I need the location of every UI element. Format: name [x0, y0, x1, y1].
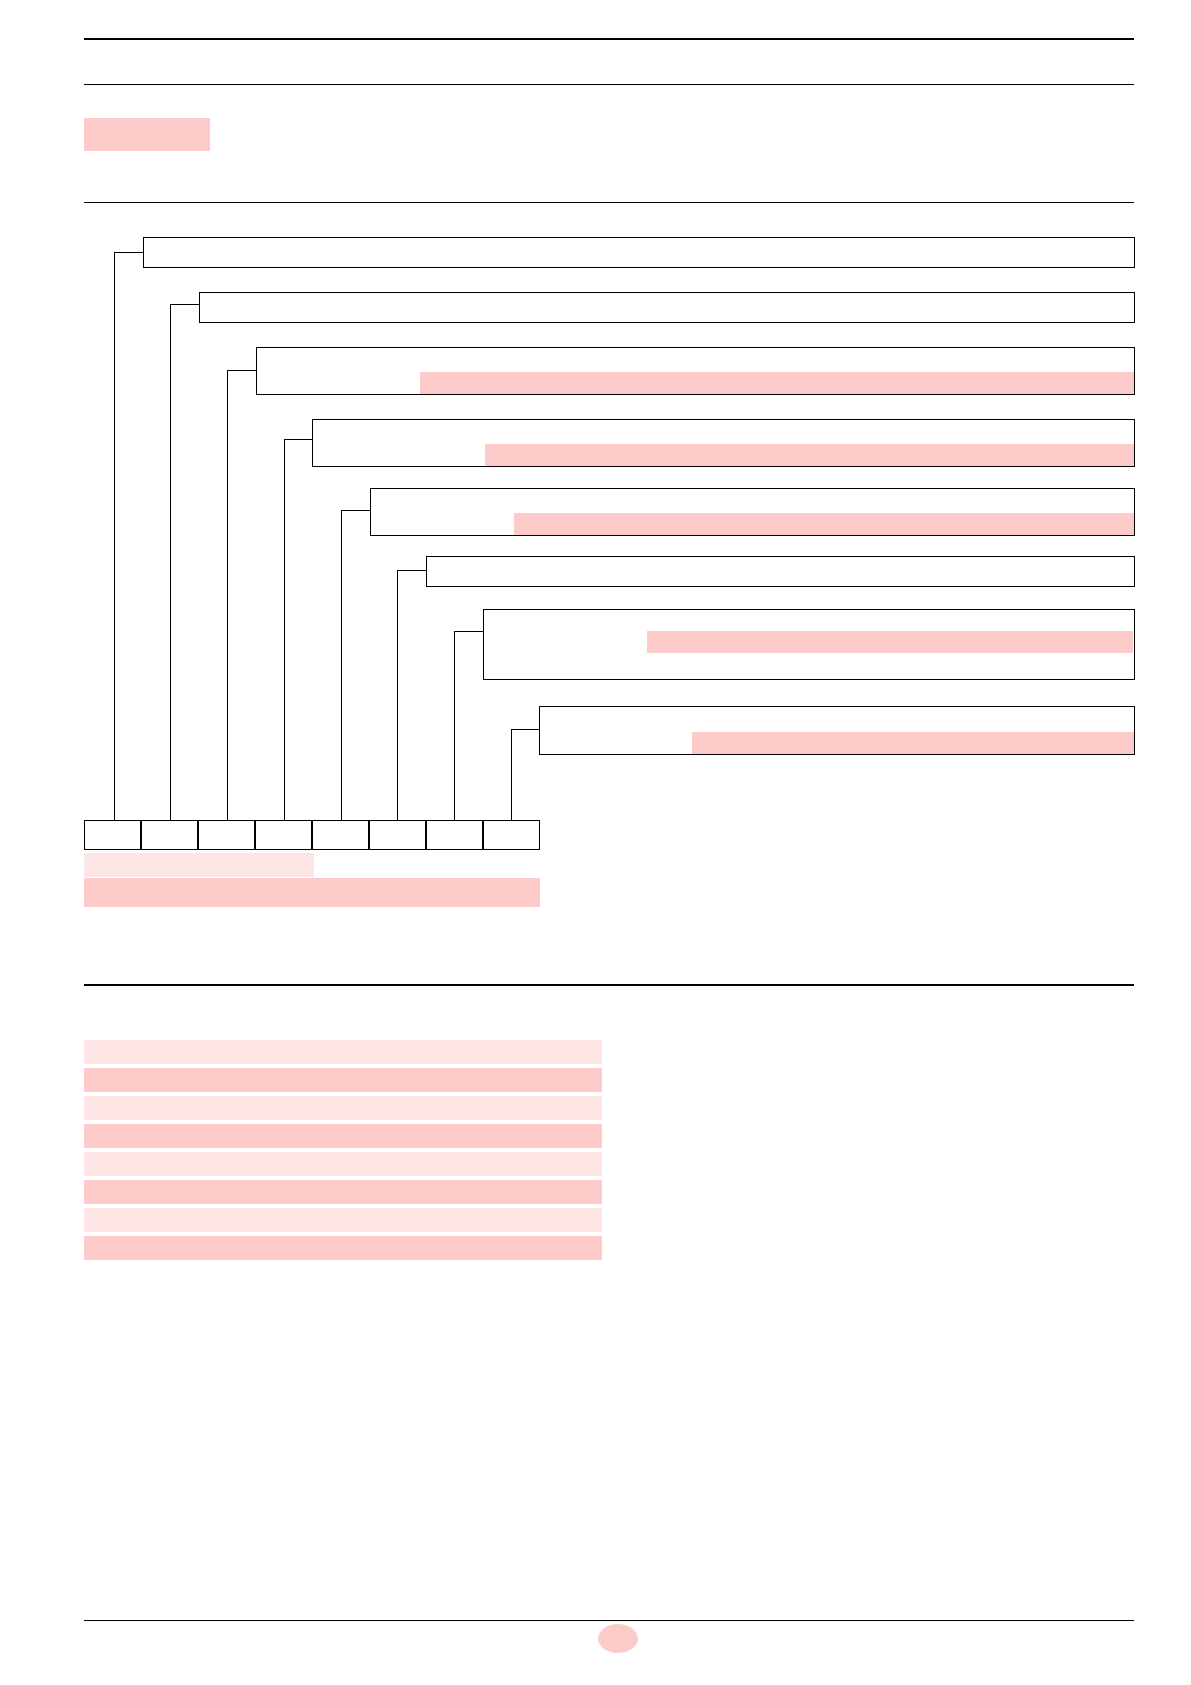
- table-cell: [84, 1236, 344, 1260]
- code-caption-long: [84, 878, 540, 907]
- table-cell: [340, 1124, 602, 1148]
- table-cell: [84, 1096, 344, 1120]
- table-rule: [84, 984, 1134, 986]
- code-cell-7: [426, 820, 483, 850]
- field-box-6: [426, 556, 1135, 587]
- table-cell: [84, 1124, 344, 1148]
- code-cell-3: [198, 820, 255, 850]
- connector-1: [114, 252, 144, 821]
- field-value-5: [514, 513, 1134, 535]
- code-cell-8: [483, 820, 540, 850]
- section-label: [84, 118, 210, 151]
- connector-3: [227, 370, 257, 821]
- top-rule: [84, 38, 1134, 40]
- field-value-8: [692, 732, 1134, 754]
- code-cell-4: [255, 820, 312, 850]
- connector-8: [511, 729, 540, 821]
- field-box-3: [256, 347, 1135, 395]
- table-cell: [84, 1152, 344, 1176]
- table-cell: [340, 1180, 602, 1204]
- connector-6: [397, 570, 427, 821]
- connector-5: [341, 510, 371, 821]
- field-value-3: [420, 372, 1134, 394]
- field-box-2: [199, 292, 1135, 323]
- table-cell: [84, 1180, 344, 1204]
- table-cell: [340, 1068, 602, 1092]
- field-box-4: [312, 419, 1135, 467]
- table-cell: [84, 1040, 344, 1064]
- table-cell: [340, 1208, 602, 1232]
- table-cell: [340, 1096, 602, 1120]
- table-cell: [340, 1040, 602, 1064]
- field-box-1: [143, 237, 1135, 268]
- field-box-8: [539, 706, 1135, 755]
- footer-rule: [84, 1620, 1134, 1621]
- field-value-4: [485, 444, 1134, 466]
- header-rule: [84, 84, 1134, 85]
- field-value-7: [647, 631, 1133, 653]
- connector-4: [284, 439, 313, 821]
- code-cell-2: [141, 820, 198, 850]
- connector-2: [170, 304, 200, 821]
- field-box-5: [370, 488, 1135, 536]
- section-rule: [84, 202, 1134, 203]
- code-cell-6: [369, 820, 426, 850]
- code-caption-short: [84, 853, 314, 877]
- field-box-7: [483, 609, 1135, 680]
- code-cell-5: [312, 820, 369, 850]
- table-cell: [340, 1152, 602, 1176]
- table-cell: [84, 1068, 344, 1092]
- code-cell-1: [84, 820, 141, 850]
- connector-7: [454, 631, 484, 821]
- page-number-badge: [598, 1624, 638, 1653]
- table-cell: [84, 1208, 344, 1232]
- table-cell: [340, 1236, 602, 1260]
